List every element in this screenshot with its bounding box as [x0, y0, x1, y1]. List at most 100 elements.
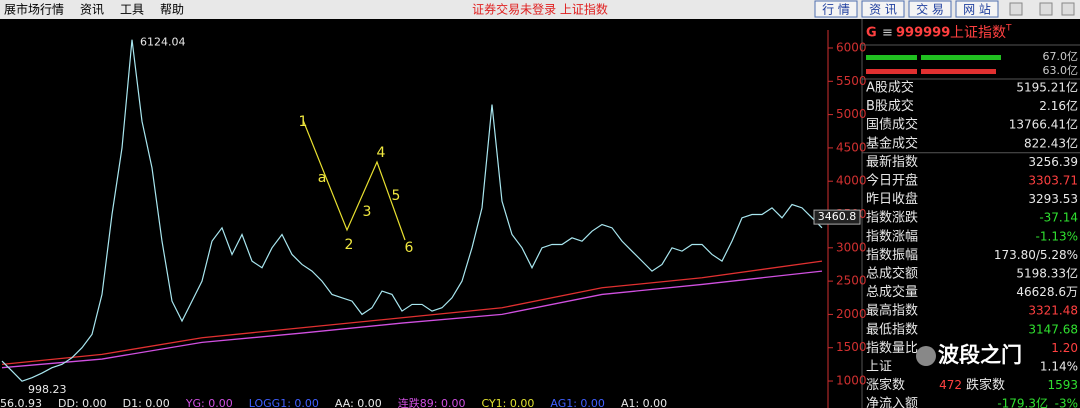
quote-menu[interactable]: ≡ [882, 26, 893, 41]
row-value: 13766.41亿 [1009, 117, 1078, 132]
low-label: 998.23 [28, 383, 67, 396]
volume-bar-label: 63.0亿 [1043, 64, 1079, 77]
moving-average [1, 270, 823, 369]
high-label: 6124.04 [140, 36, 186, 49]
menu-item[interactable]: 资讯 [80, 3, 104, 17]
flow-value: -179.3亿 [997, 396, 1048, 408]
nav-button-label[interactable]: 交 易 [916, 2, 944, 17]
row-label: 基金成交 [866, 135, 918, 151]
row-label: 指数涨跌 [866, 210, 918, 226]
row-value: 173.80/5.28% [994, 248, 1078, 262]
wave-sketch [302, 119, 406, 241]
last-price-box [813, 209, 861, 225]
row-value: 5198.33亿 [1016, 266, 1078, 281]
y-tick-label: 5000 [836, 107, 867, 121]
menu-item[interactable]: 展市场行情 [4, 2, 64, 17]
window-control[interactable] [1009, 2, 1023, 16]
row-value: 822.43亿 [1024, 135, 1078, 150]
y-tick-label: 2000 [836, 307, 867, 321]
indicator: 56.0.93 [0, 397, 42, 408]
y-tick-label: 6000 [836, 40, 867, 54]
nav-button-label[interactable]: 网 站 [963, 3, 991, 17]
price-line [1, 39, 823, 382]
breadth-label: 涨家数 [866, 377, 905, 393]
wave-label: 1 [299, 114, 308, 130]
volume-bar-label: 67.0亿 [1043, 50, 1079, 63]
nav-button-label[interactable]: 行 情 [822, 3, 850, 17]
moving-average [1, 260, 823, 366]
breadth-value: 1593 [1047, 378, 1078, 392]
row-label: 最高指数 [866, 303, 918, 319]
indicator: CY1: 0.00 [481, 397, 534, 408]
y-tick-label: 2500 [836, 274, 867, 288]
last-price-label: 3460.8 [818, 210, 857, 223]
quote-superscript: T [1005, 24, 1012, 34]
row-label: 最新指数 [866, 154, 918, 170]
nav-button-label[interactable]: 资 讯 [869, 3, 897, 17]
nav-button[interactable] [814, 0, 858, 18]
row-label: A股成交 [866, 80, 914, 96]
watermark: 波段之门 [938, 343, 1022, 367]
y-tick-label: 1500 [836, 340, 867, 354]
row-value: 46628.6万 [1016, 285, 1078, 299]
quote-name: 上证指数 [950, 25, 1006, 41]
nav-button[interactable] [955, 0, 999, 18]
row-value: 1.14% [1040, 360, 1078, 374]
row-value: 3303.71 [1028, 174, 1078, 188]
volume-bar [866, 55, 917, 60]
indicator: LOGG1: 0.00 [249, 397, 319, 408]
breadth-label: 跌家数 [966, 377, 1005, 393]
row-value: 2.16亿 [1039, 98, 1078, 113]
volume-bar [921, 55, 1001, 60]
quote-code: 999999 [896, 26, 950, 41]
menu-item[interactable]: 工具 [120, 3, 144, 17]
row-value: 3256.39 [1028, 155, 1078, 169]
window-control[interactable] [1061, 2, 1075, 16]
y-tick-label: 3000 [836, 240, 867, 254]
row-label: 昨日收盘 [866, 191, 918, 207]
row-value: 5195.21亿 [1016, 80, 1078, 95]
nav-button[interactable] [908, 0, 952, 18]
row-label: 总成交额 [866, 266, 918, 282]
flow-pct: -3% [1055, 397, 1078, 408]
indicator: 连跌89: 0.00 [398, 396, 466, 408]
y-tick-label: 4500 [836, 140, 867, 154]
indicator: AG1: 0.00 [550, 397, 605, 408]
indicator: A1: 0.00 [621, 397, 667, 408]
indicator: YG: 0.00 [185, 397, 233, 408]
wave-label: 6 [405, 240, 414, 256]
wave-label: a [318, 170, 327, 186]
quote-prefix: G [866, 26, 877, 41]
row-label: 指数涨幅 [866, 229, 918, 244]
row-label: B股成交 [866, 98, 914, 114]
y-tick-label: 1000 [836, 374, 867, 388]
indicator: D1: 0.00 [123, 397, 170, 408]
watermark-icon [916, 346, 936, 366]
row-value: 1.20 [1051, 341, 1078, 355]
wave-label: 5 [392, 188, 401, 204]
nav-button[interactable] [861, 0, 905, 18]
row-value: 3293.53 [1028, 192, 1078, 206]
indicator: AA: 0.00 [335, 397, 382, 408]
row-label: 今日开盘 [866, 173, 918, 189]
row-value: 3321.48 [1028, 304, 1078, 318]
volume-bar [866, 69, 917, 74]
y-tick-label: 4000 [836, 174, 867, 188]
row-value: -1.13% [1036, 229, 1078, 243]
wave-label: 2 [345, 237, 354, 253]
row-label: 指数振幅 [866, 248, 918, 263]
indicator: DD: 0.00 [58, 397, 107, 408]
y-tick-label: 5500 [836, 74, 867, 88]
window-control[interactable] [1039, 2, 1053, 16]
menu-bar [0, 0, 1080, 19]
menu-item[interactable]: 帮助 [160, 3, 184, 17]
row-value: 3147.68 [1028, 322, 1078, 336]
row-label: 总成交量 [866, 284, 918, 300]
row-label: 指数量比 [866, 341, 918, 356]
flow-label: 净流入额 [866, 397, 918, 408]
row-value: -37.14 [1039, 211, 1078, 225]
wave-label: 4 [377, 145, 386, 161]
